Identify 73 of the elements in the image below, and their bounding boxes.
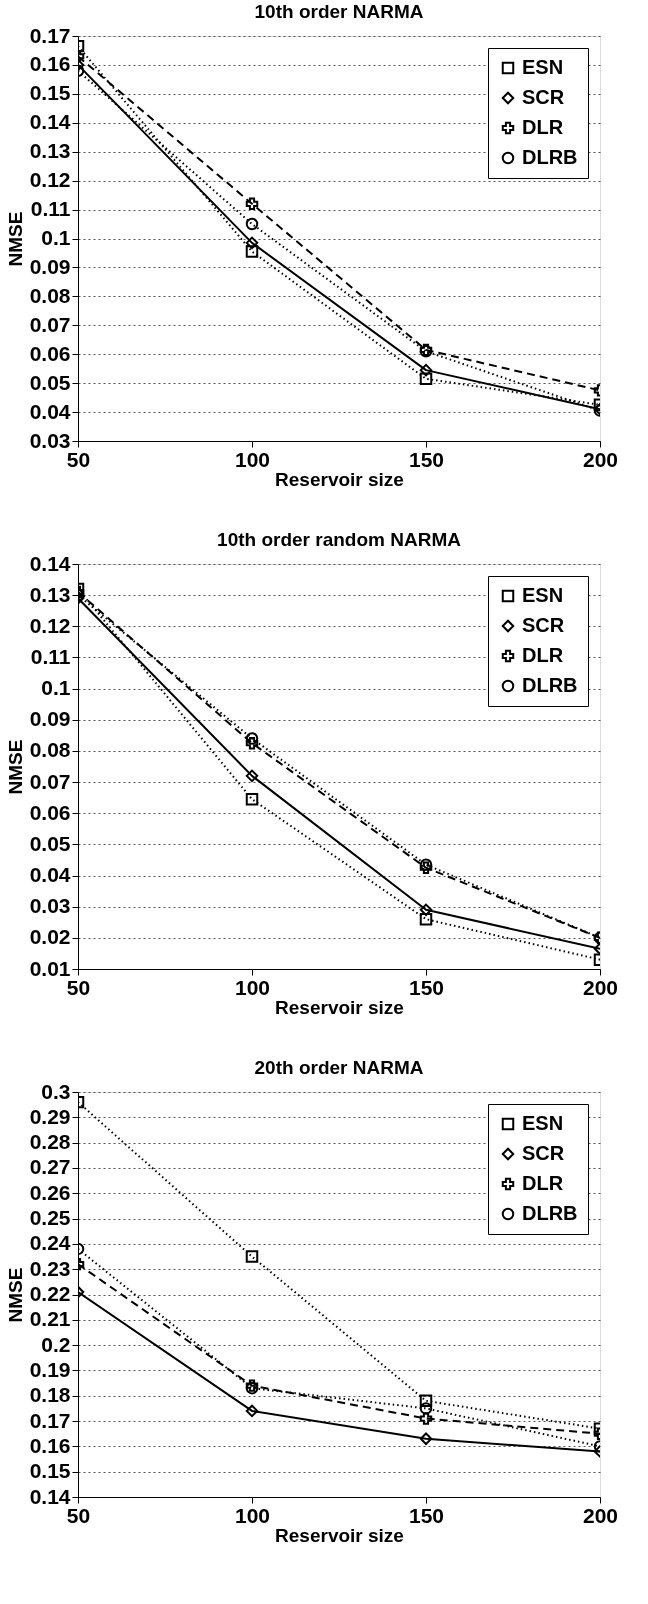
y-tick-label: 0.15 bbox=[29, 81, 71, 105]
x-tick-label: 200 bbox=[582, 1503, 619, 1527]
y-tick-label: 0.03 bbox=[29, 894, 71, 918]
legend-label: SCR bbox=[522, 1142, 565, 1164]
x-tick-label: 200 bbox=[582, 447, 619, 471]
x-tick-label: 150 bbox=[408, 1503, 445, 1527]
y-tick-label: 0.04 bbox=[29, 399, 71, 423]
legend-label: DLR bbox=[522, 116, 564, 138]
y-tick-label: 0.04 bbox=[29, 863, 71, 887]
chart-title: 20th order NARMA bbox=[254, 1057, 424, 1078]
y-tick-label: 0.14 bbox=[29, 110, 71, 134]
y-tick-label: 0.13 bbox=[29, 139, 71, 163]
y-tick-label: 0.14 bbox=[29, 551, 71, 575]
y-tick-label: 0.19 bbox=[29, 1357, 71, 1381]
y-tick-label: 0.17 bbox=[29, 23, 71, 47]
y-tick-label: 0.18 bbox=[29, 1383, 71, 1407]
y-tick-label: 0.15 bbox=[29, 1459, 71, 1483]
y-tick-label: 0.09 bbox=[29, 254, 71, 278]
x-tick-label: 100 bbox=[234, 975, 271, 999]
y-tick-label: 0.29 bbox=[29, 1104, 71, 1128]
y-tick-label: 0.26 bbox=[29, 1180, 71, 1204]
y-tick-label: 0.1 bbox=[41, 676, 71, 700]
y-tick-label: 0.22 bbox=[29, 1282, 71, 1305]
y-tick-label: 0.09 bbox=[29, 707, 71, 731]
legend-label: SCR bbox=[522, 86, 565, 108]
y-tick-label: 0.1 bbox=[41, 226, 71, 249]
y-tick-label: 0.16 bbox=[29, 1433, 71, 1457]
legend-label: DLRB bbox=[522, 1202, 578, 1224]
y-tick-label: 0.06 bbox=[29, 800, 71, 824]
y-tick-label: 0.23 bbox=[29, 1256, 71, 1280]
x-axis-title: Reservoir size bbox=[275, 996, 404, 1018]
y-tick-label: 0.21 bbox=[29, 1307, 71, 1331]
y-axis-title: NMSE bbox=[4, 739, 26, 795]
x-tick-label: 150 bbox=[408, 975, 445, 999]
y-tick-label: 0.2 bbox=[41, 1332, 71, 1356]
y-tick-label: 0.12 bbox=[29, 168, 71, 192]
y-tick-label: 0.05 bbox=[29, 370, 71, 394]
legend-label: ESN bbox=[522, 584, 564, 606]
y-tick-label: 0.11 bbox=[30, 197, 71, 221]
y-tick-label: 0.24 bbox=[29, 1231, 71, 1255]
x-tick-label: 100 bbox=[234, 1503, 271, 1527]
y-tick-label: 0.13 bbox=[29, 582, 71, 606]
y-axis-title: NMSE bbox=[4, 1267, 26, 1323]
y-tick-label: 0.08 bbox=[29, 738, 71, 762]
y-tick-label: 0.17 bbox=[29, 1408, 71, 1432]
legend-label: SCR bbox=[522, 614, 565, 636]
y-tick-label: 0.28 bbox=[29, 1130, 71, 1154]
x-tick-label: 100 bbox=[234, 447, 271, 471]
x-axis-title: Reservoir size bbox=[275, 468, 404, 490]
y-tick-label: 0.25 bbox=[29, 1206, 71, 1230]
chart-title: 10th order NARMA bbox=[254, 1, 424, 22]
chart-title: 10th order random NARMA bbox=[217, 529, 462, 550]
y-tick-label: 0.16 bbox=[29, 52, 71, 76]
y-tick-label: 0.08 bbox=[29, 283, 71, 307]
legend-label: DLRB bbox=[522, 146, 578, 168]
y-tick-label: 0.07 bbox=[29, 312, 71, 336]
x-axis-title: Reservoir size bbox=[275, 1524, 404, 1546]
y-tick-label: 0.02 bbox=[29, 925, 71, 949]
legend-label: DLR bbox=[522, 1172, 564, 1194]
y-tick-label: 0.06 bbox=[29, 341, 71, 365]
y-tick-label: 0.12 bbox=[29, 613, 71, 637]
x-tick-label: 200 bbox=[582, 975, 619, 999]
legend-label: ESN bbox=[522, 56, 564, 78]
legend-label: DLRB bbox=[522, 674, 578, 696]
legend-label: ESN bbox=[522, 1112, 564, 1134]
x-tick-label: 150 bbox=[408, 447, 445, 471]
legend-label: DLR bbox=[522, 644, 564, 666]
y-tick-label: 0.07 bbox=[29, 769, 71, 793]
y-tick-label: 0.27 bbox=[29, 1155, 71, 1179]
y-tick-label: 0.11 bbox=[30, 644, 71, 668]
y-axis-title: NMSE bbox=[4, 211, 26, 267]
y-tick-label: 0.3 bbox=[41, 1079, 71, 1103]
y-tick-label: 0.05 bbox=[29, 831, 71, 855]
